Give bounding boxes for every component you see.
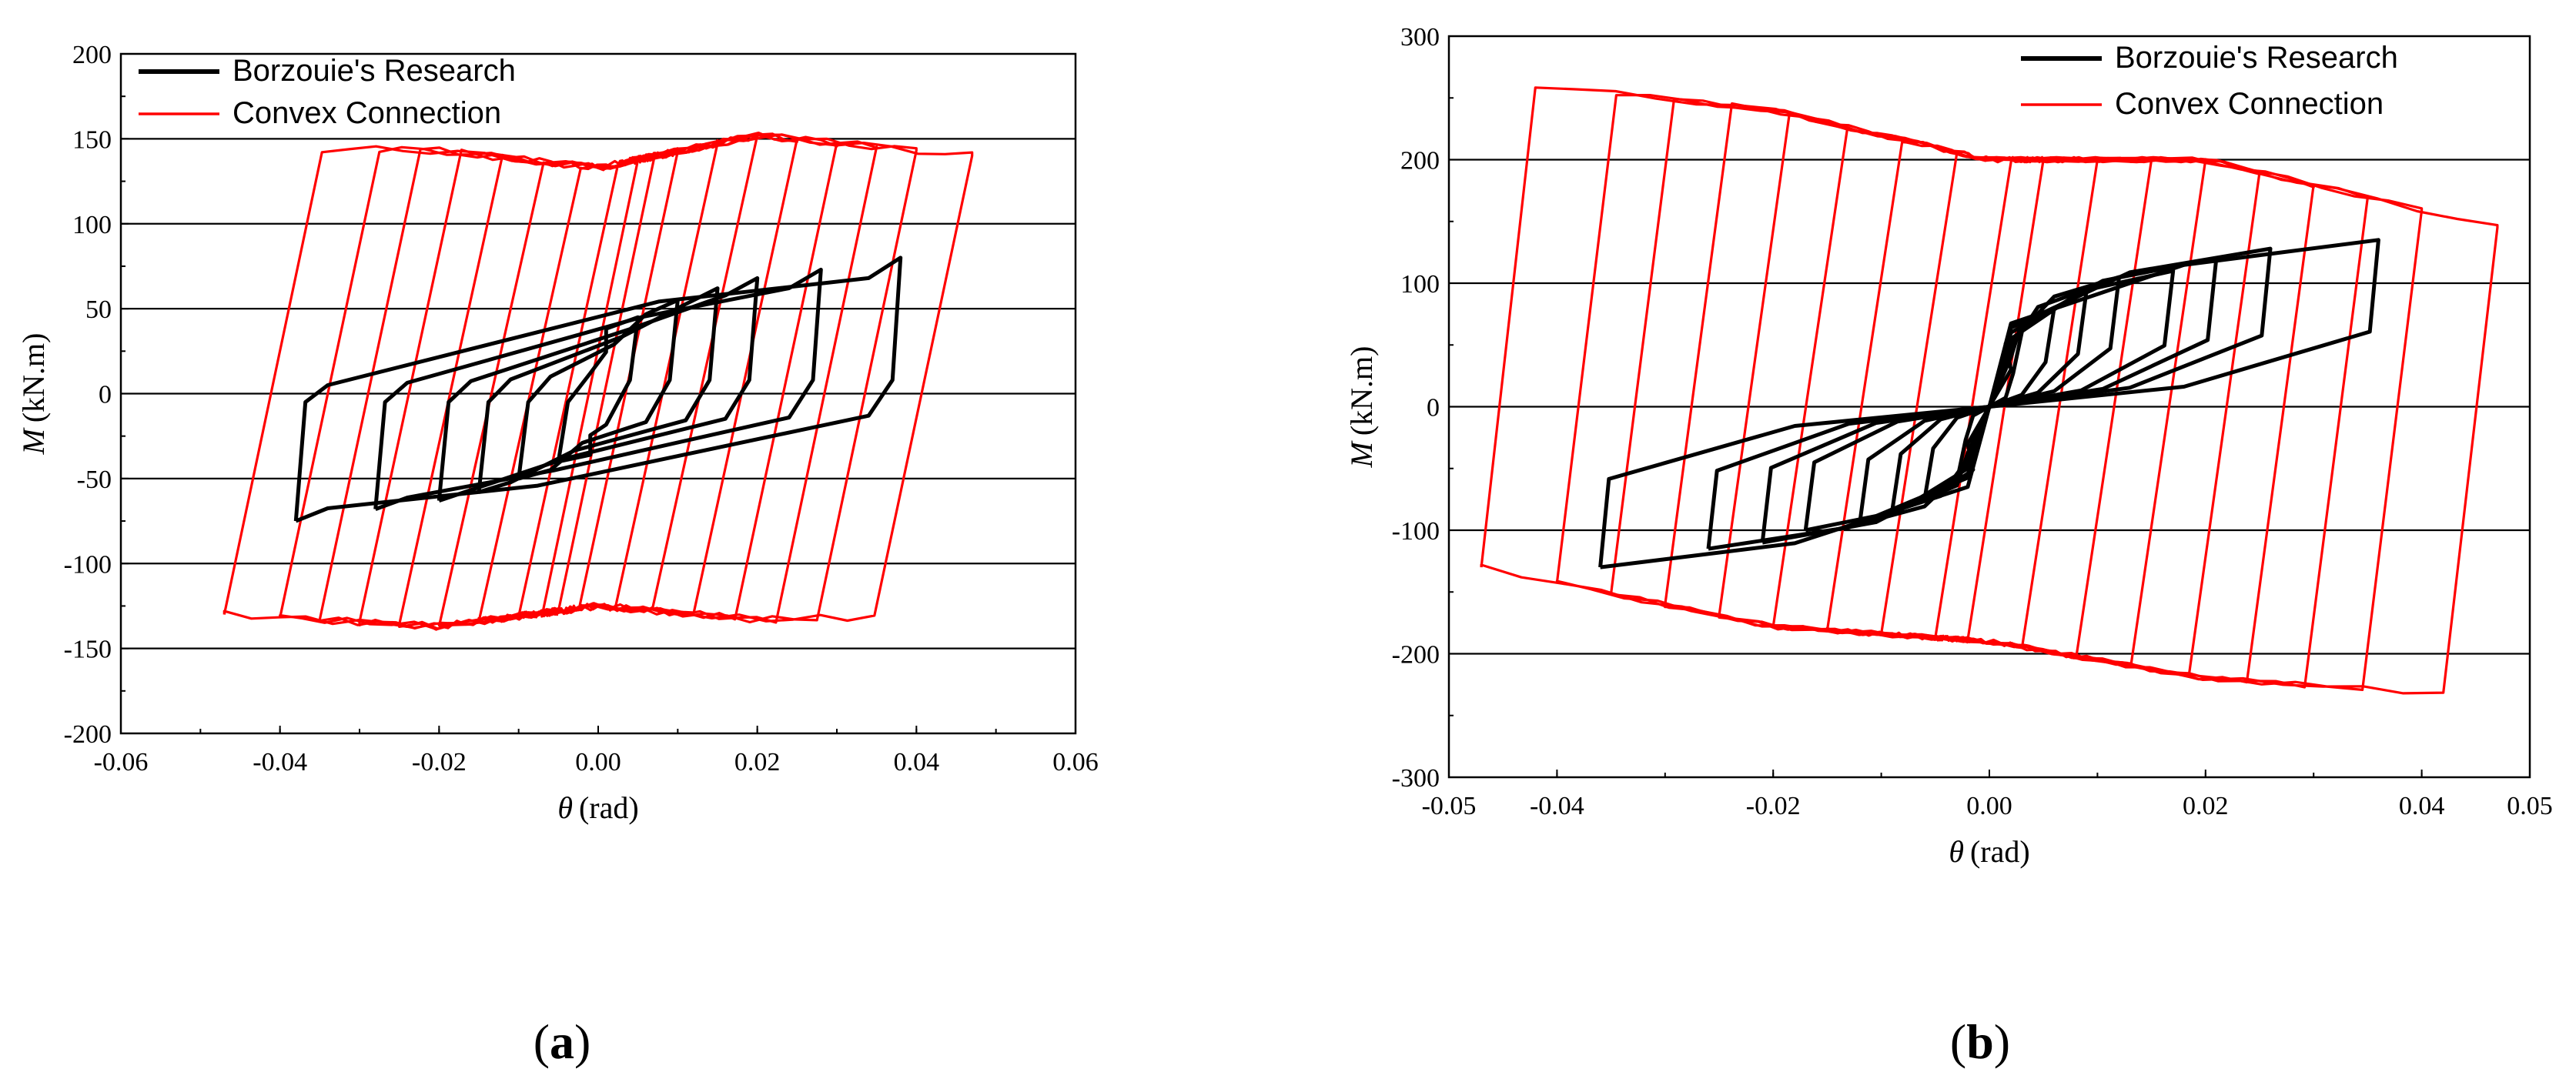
y-tick-label: -300 <box>1392 764 1440 793</box>
hysteresis-loop <box>1718 111 2261 676</box>
hysteresis-loop <box>1706 246 2273 551</box>
hysteresis-loop <box>222 133 974 629</box>
x-axis-symbol: θ <box>557 790 573 825</box>
hysteresis-loop <box>1664 102 2315 684</box>
hysteresis-loop <box>318 133 878 630</box>
hysteresis-loop <box>477 139 719 625</box>
series-borzouie <box>1598 238 2380 569</box>
x-tick-label: 0.00 <box>575 748 621 776</box>
x-axis-label: θ (rad) <box>1949 834 2029 869</box>
y-axis-symbol: M <box>16 426 51 455</box>
y-axis-unit: (kN.m) <box>16 333 51 423</box>
tick-marks: -200 -150 -100 -50 0 50 100 150 200 -0.06 -0.04 -0.… <box>64 41 1099 776</box>
y-axis-label: M (kN.m) <box>16 333 51 456</box>
y-tick-label: -100 <box>64 550 112 579</box>
x-tick-label: -0.04 <box>253 748 307 776</box>
hysteresis-loop <box>1598 238 2380 569</box>
panel-label: (a) <box>534 1014 591 1069</box>
hysteresis-loop <box>1480 86 2499 695</box>
x-axis-label: θ (rad) <box>557 790 638 825</box>
series-convex <box>1480 86 2499 695</box>
hysteresis-loop <box>279 134 918 631</box>
y-tick-label: -200 <box>64 720 112 749</box>
y-tick-label: 0 <box>1427 394 1440 422</box>
x-tick-label: 0.02 <box>734 748 781 776</box>
x-tick-label: -0.02 <box>1746 792 1801 820</box>
y-tick-label: 200 <box>1400 147 1440 175</box>
x-tick-label: -0.06 <box>94 748 149 776</box>
y-tick-label: 200 <box>72 41 112 69</box>
panel-letter: a <box>550 1014 574 1069</box>
hysteresis-loop <box>1610 98 2369 689</box>
legend-label: Convex Connection <box>233 96 501 130</box>
hysteresis-loop <box>540 152 656 618</box>
legend-label: Convex Connection <box>2115 87 2384 121</box>
chart-b: -300 -200 -100 0 100 200 300 -0.05 -0.04 -0.02 0.0… <box>1344 23 2553 1069</box>
x-tick-label: 0.05 <box>2507 792 2553 820</box>
y-tick-label: 100 <box>72 211 112 239</box>
x-axis-unit: (rad) <box>1970 834 2030 869</box>
y-tick-label: -50 <box>77 466 112 494</box>
hysteresis-loop <box>398 132 798 631</box>
hysteresis-loop <box>1555 94 2424 691</box>
legend: Borzouie's Research Convex Connection <box>139 54 516 130</box>
y-tick-label: 50 <box>85 296 112 324</box>
y-tick-label: -200 <box>1392 641 1440 670</box>
x-tick-label: -0.05 <box>1422 792 1477 820</box>
x-tick-label: -0.04 <box>1530 792 1584 820</box>
y-tick-label: -150 <box>64 636 112 664</box>
series-group <box>1480 86 2499 695</box>
x-tick-label: 0.06 <box>1052 748 1099 776</box>
legend-label: Borzouie's Research <box>233 54 516 88</box>
y-axis-unit: (kN.m) <box>1344 346 1379 436</box>
hysteresis-loop <box>358 132 838 630</box>
legend-label: Borzouie's Research <box>2115 41 2398 75</box>
hysteresis-loop <box>373 267 823 511</box>
panel-label: (b) <box>1950 1014 2010 1069</box>
y-tick-label: 0 <box>99 381 112 409</box>
y-axis-label: M (kN.m) <box>1344 346 1379 469</box>
chart-a: -200 -150 -100 -50 0 50 100 150 200 -0.06 -0.04 -0.… <box>16 41 1099 1069</box>
panel-letter: b <box>1966 1014 1994 1069</box>
x-tick-label: 0.04 <box>2399 792 2445 820</box>
legend: Borzouie's Research Convex Connection <box>2021 41 2398 121</box>
y-tick-label: 100 <box>1400 270 1440 299</box>
y-tick-label: -100 <box>1392 517 1440 546</box>
series-group <box>222 132 974 631</box>
x-tick-label: 0.00 <box>1966 792 2012 820</box>
grid-lines <box>121 138 1076 650</box>
x-axis-unit: (rad) <box>579 790 639 825</box>
y-axis-symbol: M <box>1344 439 1379 468</box>
series-convex <box>222 132 974 631</box>
hysteresis-loop <box>293 255 903 523</box>
hysteresis-loop <box>437 276 760 503</box>
series-borzouie <box>293 255 903 523</box>
hysteresis-loop <box>1771 126 2207 666</box>
x-axis-symbol: θ <box>1949 834 1964 869</box>
tick-marks: -300 -200 -100 0 100 200 300 -0.05 -0.04 -0.02 0.0… <box>1392 23 2553 820</box>
y-tick-label: 150 <box>72 125 112 154</box>
x-tick-label: 0.04 <box>894 748 940 776</box>
x-tick-label: 0.02 <box>2183 792 2229 820</box>
x-tick-label: -0.02 <box>412 748 467 776</box>
y-tick-label: 300 <box>1400 23 1440 52</box>
